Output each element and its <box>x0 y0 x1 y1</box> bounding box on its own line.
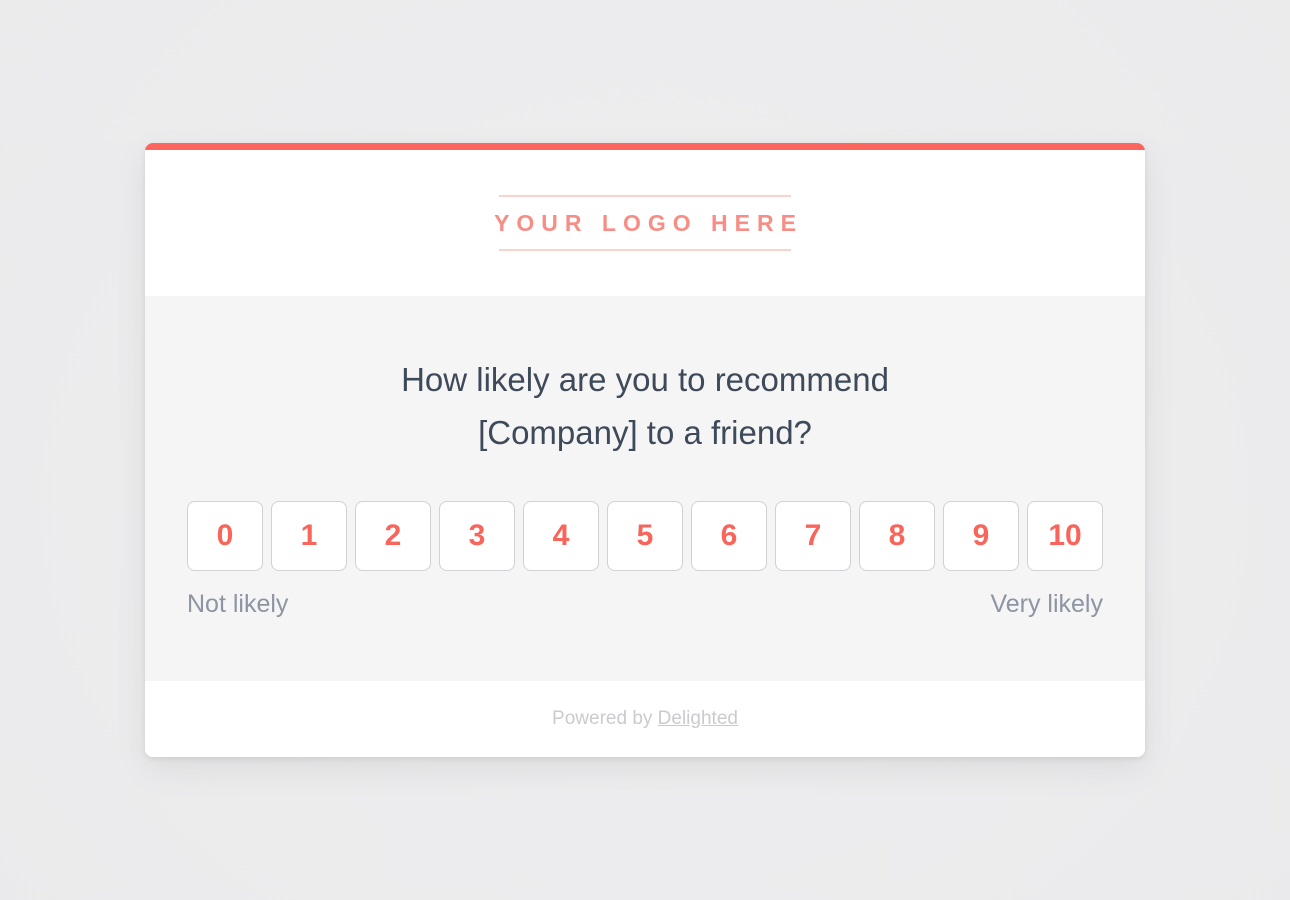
score-button-8[interactable]: 8 <box>859 501 935 571</box>
survey-body: How likely are you to recommend [Company… <box>145 296 1145 681</box>
powered-by: Powered by Delighted <box>552 708 738 730</box>
delighted-link[interactable]: Delighted <box>657 708 738 729</box>
score-button-6[interactable]: 6 <box>691 501 767 571</box>
score-button-7[interactable]: 7 <box>775 501 851 571</box>
high-anchor-label: Very likely <box>990 590 1103 618</box>
question-line-2: [Company] to a friend? <box>478 414 812 451</box>
logo-top-rule <box>498 195 791 197</box>
anchor-labels: Not likely Very likely <box>187 590 1103 619</box>
score-button-1[interactable]: 1 <box>271 501 347 571</box>
score-button-5[interactable]: 5 <box>607 501 683 571</box>
survey-card: YOUR LOGO HERE How likely are you to rec… <box>145 143 1145 757</box>
accent-bar <box>145 143 1145 150</box>
question-line-1: How likely are you to recommend <box>401 361 889 398</box>
score-button-10[interactable]: 10 <box>1027 501 1103 571</box>
powered-by-prefix: Powered by <box>552 708 658 729</box>
score-button-3[interactable]: 3 <box>439 501 515 571</box>
score-button-4[interactable]: 4 <box>523 501 599 571</box>
survey-question: How likely are you to recommend [Company… <box>187 353 1103 459</box>
low-anchor-label: Not likely <box>187 590 289 618</box>
score-button-2[interactable]: 2 <box>355 501 431 571</box>
logo-text: YOUR LOGO HERE <box>494 210 803 236</box>
nps-scale: 0 1 2 3 4 5 6 7 8 9 10 <box>187 501 1103 571</box>
score-button-0[interactable]: 0 <box>187 501 263 571</box>
logo-placeholder: YOUR LOGO HERE <box>487 195 803 251</box>
card-header: YOUR LOGO HERE <box>145 150 1145 296</box>
logo-bottom-rule <box>498 249 791 251</box>
card-footer: Powered by Delighted <box>145 681 1145 757</box>
score-button-9[interactable]: 9 <box>943 501 1019 571</box>
